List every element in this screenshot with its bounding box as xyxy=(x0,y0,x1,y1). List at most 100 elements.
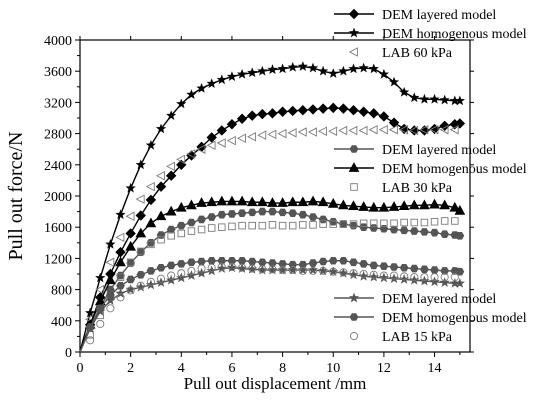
x-tick-label: 6 xyxy=(228,361,235,376)
data-point xyxy=(454,204,466,215)
data-point xyxy=(455,267,465,276)
data-point xyxy=(115,246,126,258)
legend-marker xyxy=(348,47,358,57)
data-point xyxy=(368,63,379,74)
data-point xyxy=(288,266,297,275)
data-point xyxy=(348,63,359,74)
data-point xyxy=(319,266,328,275)
x-tick-label: 14 xyxy=(428,361,442,376)
data-point xyxy=(145,194,157,206)
data-point xyxy=(349,269,358,278)
data-point xyxy=(378,124,388,135)
data-point xyxy=(227,262,236,272)
legend-marker xyxy=(348,292,360,303)
data-point xyxy=(236,113,248,124)
data-point xyxy=(187,258,196,267)
data-point xyxy=(378,201,390,212)
data-point xyxy=(319,220,327,228)
data-point xyxy=(196,267,207,278)
series-60-kpa-triangle-left xyxy=(84,124,459,324)
y-axis-title: Pull out force/N xyxy=(5,132,27,261)
data-point xyxy=(287,128,297,138)
data-point xyxy=(439,94,450,105)
data-point xyxy=(186,199,197,210)
data-point xyxy=(115,288,126,298)
data-point xyxy=(217,210,227,219)
x-tick-label: 8 xyxy=(279,361,286,376)
data-point xyxy=(248,264,257,273)
data-point xyxy=(258,265,267,274)
data-point xyxy=(257,258,267,267)
data-point xyxy=(389,225,399,234)
data-point xyxy=(206,140,216,151)
legend-label: LAB 30 kPa xyxy=(382,181,453,196)
data-point xyxy=(116,271,125,280)
data-point xyxy=(125,240,136,251)
data-point xyxy=(217,262,226,272)
data-point xyxy=(227,210,237,218)
data-point xyxy=(359,223,369,231)
data-point xyxy=(247,131,257,142)
data-point xyxy=(146,277,155,286)
data-point xyxy=(166,261,176,270)
data-point xyxy=(247,208,257,217)
data-point xyxy=(369,224,379,232)
data-point xyxy=(155,181,167,192)
data-point xyxy=(147,240,155,249)
data-point xyxy=(268,207,277,216)
data-point xyxy=(176,260,186,268)
y-tick-label: 2800 xyxy=(44,128,72,143)
data-point xyxy=(105,274,116,285)
data-point xyxy=(187,218,196,227)
data-point xyxy=(419,199,430,210)
data-point xyxy=(359,219,368,228)
data-point xyxy=(429,93,440,104)
data-point xyxy=(216,125,228,136)
data-point xyxy=(267,197,278,207)
data-point xyxy=(348,104,359,116)
data-point xyxy=(85,323,95,331)
data-point xyxy=(177,269,186,278)
data-point xyxy=(440,217,449,225)
data-point xyxy=(267,129,277,140)
y-tick-label: 4000 xyxy=(44,34,72,49)
x-tick-label: 4 xyxy=(178,361,185,376)
data-point xyxy=(236,133,246,144)
data-point xyxy=(218,223,226,231)
data-point xyxy=(187,227,196,235)
data-point xyxy=(278,208,287,217)
data-point xyxy=(408,199,420,210)
data-point xyxy=(349,221,358,230)
data-point xyxy=(246,196,258,207)
data-point xyxy=(317,126,327,137)
data-point xyxy=(297,196,309,207)
x-tick-label: 2 xyxy=(127,361,134,376)
data-point xyxy=(167,232,175,240)
data-point xyxy=(136,248,146,256)
y-tick-label: 2400 xyxy=(44,159,72,174)
data-point xyxy=(258,221,267,230)
data-point xyxy=(196,144,206,154)
data-point xyxy=(317,196,329,207)
data-point xyxy=(409,92,420,103)
legend-layer: DEM layered model DEM homogenous model LAB… xyxy=(334,8,527,345)
data-point xyxy=(247,110,258,121)
data-point xyxy=(135,194,145,204)
data-point xyxy=(177,229,186,238)
data-point xyxy=(186,270,197,280)
data-point xyxy=(328,217,338,226)
legend-label: DEM homogenous model xyxy=(382,27,527,42)
data-point xyxy=(165,205,177,216)
legend-group: DEM layered model DEM homogenous model LAB… xyxy=(334,292,527,345)
data-point xyxy=(105,257,115,268)
data-point xyxy=(349,220,358,228)
data-point xyxy=(257,207,267,216)
data-point xyxy=(430,273,439,282)
data-point xyxy=(399,226,409,235)
data-point xyxy=(236,195,248,206)
data-point xyxy=(237,209,247,217)
data-point xyxy=(449,201,461,212)
data-point xyxy=(400,272,409,281)
data-point xyxy=(339,220,348,228)
data-point xyxy=(379,271,388,280)
